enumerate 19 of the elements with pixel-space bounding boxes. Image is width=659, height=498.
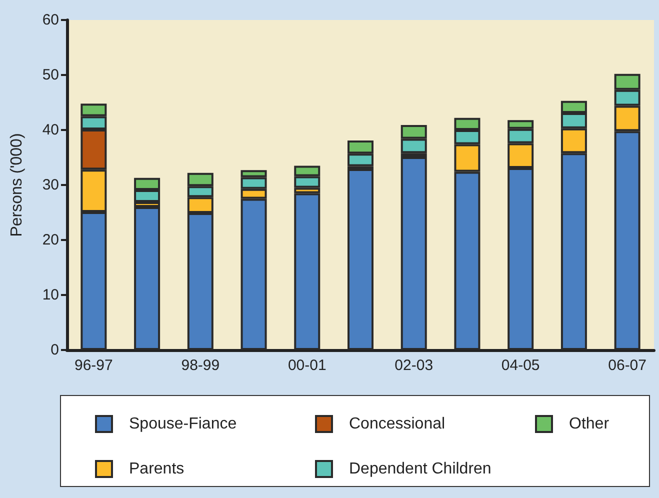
x-tick-label: 96-97 bbox=[74, 357, 113, 374]
y-axis-title: Persons ('000) bbox=[8, 133, 26, 237]
x-tick-label: 04-05 bbox=[501, 357, 540, 374]
y-tick-label: 40 bbox=[42, 122, 59, 138]
legend-label: Other bbox=[569, 416, 610, 432]
legend-label: Concessional bbox=[349, 416, 446, 432]
y-tick-label: 50 bbox=[42, 66, 59, 84]
y-tick-label: 30 bbox=[42, 176, 59, 194]
legend-label: Spouse-Fiance bbox=[129, 416, 237, 432]
x-tick-label: 98-99 bbox=[181, 357, 220, 374]
y-tick-label: 10 bbox=[42, 286, 59, 304]
y-tick-label: 60 bbox=[42, 12, 59, 28]
legend-label: Parents bbox=[129, 460, 184, 478]
y-tick-label: 20 bbox=[42, 232, 59, 248]
y-tick-label: 0 bbox=[50, 342, 59, 358]
x-tick-label: 02-03 bbox=[394, 357, 434, 374]
x-tick-label: 06-07 bbox=[608, 357, 647, 374]
legend-label: Dependent Children bbox=[349, 460, 492, 478]
x-tick-label: 00-01 bbox=[288, 357, 326, 374]
